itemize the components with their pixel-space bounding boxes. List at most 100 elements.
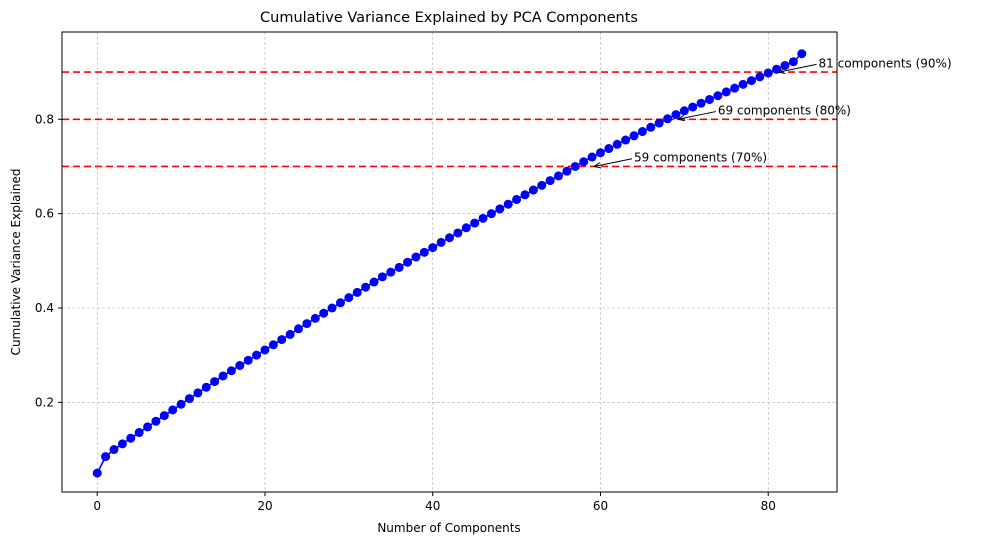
x-tick-label: 0: [93, 499, 101, 513]
data-point: [646, 122, 656, 132]
data-point: [637, 127, 647, 137]
annotation-arrow: [778, 63, 817, 73]
data-point: [788, 57, 798, 67]
annotation-label: 59 components (70%): [634, 151, 767, 165]
annotation-arrowhead: [676, 114, 685, 122]
data-point: [184, 394, 194, 404]
data-point: [377, 272, 387, 282]
data-point: [604, 144, 614, 154]
y-tick-label: 0.8: [35, 112, 54, 126]
data-point: [713, 91, 723, 101]
data-point: [512, 194, 522, 204]
data-point: [235, 361, 245, 371]
data-point: [595, 148, 605, 158]
data-point: [260, 345, 270, 355]
y-tick-label: 0.2: [35, 395, 54, 409]
annotation-arrow: [593, 158, 633, 167]
x-tick-label: 40: [425, 499, 440, 513]
data-point: [394, 262, 404, 272]
data-point: [419, 247, 429, 257]
data-point: [294, 324, 304, 334]
y-tick-label: 0.4: [35, 301, 54, 315]
data-point: [252, 350, 262, 360]
data-point: [411, 252, 421, 262]
data-point: [285, 329, 295, 339]
data-point: [193, 388, 203, 398]
data-point: [101, 452, 111, 462]
data-point: [109, 445, 119, 455]
x-axis-label: Number of Components: [377, 521, 520, 535]
data-point: [612, 139, 622, 149]
data-point: [386, 267, 396, 277]
annotation-label: 81 components (90%): [819, 56, 952, 70]
data-point: [545, 176, 555, 186]
data-point: [554, 171, 564, 181]
data-point: [268, 340, 278, 350]
data-point: [763, 68, 773, 78]
data-point: [730, 83, 740, 93]
data-point: [721, 87, 731, 97]
data-point: [302, 319, 312, 329]
y-tick-label: 0.6: [35, 207, 54, 221]
data-point: [663, 114, 673, 124]
data-point: [361, 282, 371, 292]
plot-frame: [61, 31, 838, 493]
data-point: [226, 366, 236, 376]
data-point: [428, 243, 438, 253]
data-point: [151, 416, 161, 426]
data-point: [654, 118, 664, 128]
annotation-arrowhead: [592, 162, 602, 169]
annotation-arrowhead: [777, 67, 786, 75]
data-point: [780, 60, 790, 70]
data-point: [495, 204, 505, 214]
data-point: [621, 135, 631, 145]
variance-line: [96, 53, 803, 474]
data-point: [537, 180, 547, 190]
series-layer: [92, 49, 807, 478]
data-point: [755, 72, 765, 82]
data-point: [453, 228, 463, 238]
data-point: [210, 377, 220, 387]
grid-layer: [62, 32, 837, 492]
data-point: [277, 335, 287, 345]
data-point: [746, 76, 756, 86]
data-point: [126, 433, 136, 443]
data-point: [134, 428, 144, 438]
data-point: [143, 422, 153, 432]
data-point: [344, 293, 354, 303]
annotation-arrow: [677, 111, 716, 120]
data-point: [436, 237, 446, 247]
data-point: [503, 199, 513, 209]
data-point: [243, 355, 253, 365]
data-point: [117, 439, 127, 449]
data-point: [688, 102, 698, 112]
chart-title: Cumulative Variance Explained by PCA Com…: [260, 10, 638, 26]
data-point: [679, 106, 689, 116]
threshold-layer: [62, 71, 837, 168]
annotation-label: 69 components (80%): [718, 104, 851, 118]
data-point: [218, 371, 228, 381]
data-point: [587, 152, 597, 162]
data-point: [478, 213, 488, 223]
x-tick-label: 80: [761, 499, 776, 513]
data-point: [335, 298, 345, 308]
data-point: [579, 157, 589, 167]
data-point: [470, 218, 480, 228]
data-point: [168, 405, 178, 415]
data-point: [92, 468, 102, 478]
data-point: [520, 190, 530, 200]
data-point: [570, 161, 580, 171]
data-point: [159, 411, 169, 421]
y-axis-label: Cumulative Variance Explained: [9, 169, 23, 356]
data-point: [201, 382, 211, 392]
data-point: [352, 287, 362, 297]
data-point: [629, 131, 639, 141]
data-point: [797, 49, 807, 59]
annotation-layer: 59 components (70%) 69 components (80%) 81…: [592, 56, 952, 169]
data-point: [461, 223, 471, 233]
data-point: [369, 277, 379, 287]
data-point: [738, 79, 748, 89]
data-point: [310, 313, 320, 323]
